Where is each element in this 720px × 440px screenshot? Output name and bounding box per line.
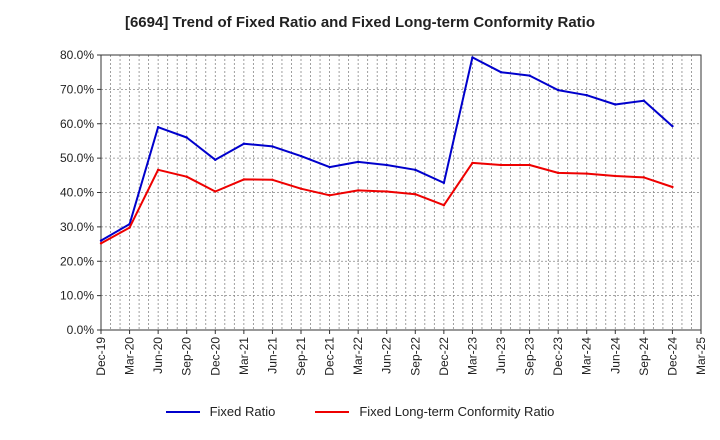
- y-tick-label: 70.0%: [60, 82, 94, 96]
- x-tick-label: Sep-21: [294, 337, 308, 376]
- data-point-1: [614, 174, 617, 178]
- data-point-1: [556, 171, 560, 175]
- data-point-0: [585, 94, 588, 97]
- data-point-1: [242, 178, 246, 181]
- x-tick-label: Jun-24: [608, 337, 622, 374]
- data-point-1: [499, 163, 503, 167]
- data-point-1: [385, 190, 388, 193]
- data-point-0: [99, 239, 103, 242]
- series-lines: [99, 56, 674, 245]
- legend-swatch-fixed-ratio: [165, 410, 200, 413]
- x-tick-label: Mar-24: [580, 337, 594, 375]
- x-tick-label: Dec-21: [323, 337, 337, 376]
- data-point-1: [214, 190, 217, 193]
- data-point-1: [299, 187, 303, 190]
- x-tick-label: Jun-23: [494, 337, 508, 374]
- y-tick-label: 30.0%: [60, 220, 94, 234]
- data-point-1: [642, 176, 646, 179]
- y-tick-label: 20.0%: [60, 254, 94, 268]
- legend-item-fixed-ratio[interactable]: Fixed Ratio: [165, 404, 276, 419]
- data-point-0: [214, 158, 217, 162]
- data-point-0: [614, 103, 617, 106]
- legend: Fixed Ratio Fixed Long-term Conformity R…: [0, 404, 720, 419]
- data-point-1: [528, 163, 531, 167]
- chart-title: [6694] Trend of Fixed Ratio and Fixed Lo…: [124, 14, 596, 31]
- data-point-1: [128, 226, 131, 229]
- data-point-0: [471, 56, 474, 59]
- x-tick-label: Mar-25: [694, 337, 708, 375]
- data-point-0: [271, 145, 274, 148]
- data-point-1: [471, 161, 474, 165]
- data-point-0: [156, 125, 160, 129]
- data-point-0: [356, 160, 360, 164]
- data-point-0: [499, 70, 503, 74]
- data-point-1: [99, 242, 103, 245]
- y-tick-label: 50.0%: [60, 151, 94, 165]
- x-tick-label: Mar-20: [123, 337, 137, 375]
- x-tick-label: Dec-23: [551, 337, 565, 376]
- x-tick-label: Dec-24: [665, 337, 679, 376]
- data-point-0: [528, 74, 531, 77]
- x-tick-label: Mar-21: [237, 337, 251, 375]
- data-point-0: [642, 99, 646, 102]
- x-tick-label: Sep-20: [180, 337, 194, 376]
- data-point-1: [185, 175, 188, 178]
- data-point-0: [442, 181, 446, 185]
- data-point-0: [414, 168, 417, 172]
- x-tick-label: Mar-23: [465, 337, 479, 375]
- x-tick-label: Sep-23: [523, 337, 537, 376]
- data-point-0: [385, 163, 388, 167]
- data-point-1: [356, 189, 360, 192]
- y-tick-label: 40.0%: [60, 186, 94, 200]
- x-tick-label: Sep-22: [408, 337, 422, 376]
- x-tick-label: Dec-19: [94, 337, 108, 376]
- y-axis-ticks: 0.0% 10.0% 20.0% 30.0% 40.0% 50.0% 60.0% 70.0% 8…: [60, 48, 101, 337]
- x-tick-label: Jun-22: [380, 337, 394, 374]
- data-point-0: [242, 142, 246, 145]
- data-point-1: [328, 194, 331, 197]
- data-point-0: [671, 124, 674, 128]
- x-tick-label: Sep-24: [637, 337, 651, 376]
- x-axis-ticks: Dec-19 Mar-20 Jun-20 Sep-20 Dec-20 Mar-21 Jun-…: [94, 330, 708, 376]
- data-point-1: [585, 172, 588, 175]
- legend-swatch-long-term: [315, 410, 350, 413]
- x-tick-label: Jun-20: [151, 337, 165, 374]
- x-tick-label: Mar-22: [351, 337, 365, 375]
- data-point-1: [414, 193, 417, 196]
- legend-item-long-term[interactable]: Fixed Long-term Conformity Ratio: [315, 404, 554, 419]
- legend-label-fixed-ratio: Fixed Ratio: [209, 404, 276, 419]
- data-point-0: [299, 154, 303, 158]
- data-point-1: [271, 178, 274, 181]
- x-tick-label: Dec-20: [208, 337, 222, 376]
- data-point-1: [671, 185, 674, 189]
- y-tick-label: 10.0%: [60, 289, 94, 303]
- x-tick-label: Dec-22: [437, 337, 451, 376]
- data-point-0: [185, 136, 188, 139]
- y-tick-label: 0.0%: [67, 323, 95, 337]
- data-point-0: [556, 88, 560, 92]
- x-tick-label: Jun-21: [265, 337, 279, 374]
- data-point-1: [442, 204, 446, 207]
- data-point-0: [328, 165, 331, 169]
- data-point-1: [156, 168, 160, 172]
- y-tick-label: 80.0%: [60, 48, 94, 62]
- y-tick-label: 60.0%: [60, 117, 94, 131]
- legend-label-long-term: Fixed Long-term Conformity Ratio: [359, 404, 555, 419]
